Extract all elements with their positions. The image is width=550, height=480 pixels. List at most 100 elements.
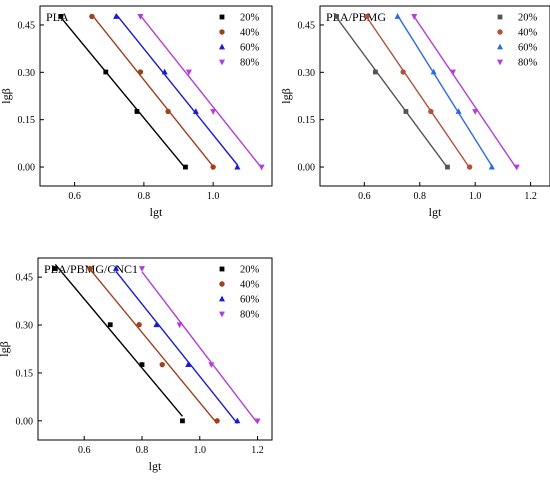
y-tick-label: 0.15 bbox=[298, 115, 316, 126]
data-point bbox=[137, 69, 144, 75]
data-point bbox=[430, 68, 437, 75]
legend-marker bbox=[219, 59, 225, 66]
y-axis-label: lgβ bbox=[0, 88, 13, 103]
legend-marker bbox=[497, 59, 503, 66]
data-point bbox=[513, 164, 520, 171]
data-point bbox=[153, 321, 160, 328]
data-point bbox=[208, 362, 215, 369]
data-point bbox=[176, 322, 183, 329]
y-tick-label: 0.15 bbox=[16, 368, 34, 379]
data-point bbox=[87, 265, 93, 272]
y-axis-label: lgβ bbox=[0, 341, 11, 356]
y-tick-label: 0.00 bbox=[16, 416, 34, 427]
legend-marker bbox=[219, 311, 225, 318]
fit-line-80% bbox=[413, 16, 518, 170]
data-point bbox=[139, 362, 145, 368]
data-point bbox=[185, 361, 192, 368]
data-point bbox=[183, 164, 188, 170]
legend-label: 40% bbox=[518, 28, 538, 39]
data-point bbox=[373, 69, 378, 75]
fit-line-20% bbox=[336, 17, 449, 169]
x-tick-label: 0.6 bbox=[358, 191, 371, 202]
x-tick-label: 1.2 bbox=[524, 191, 537, 202]
data-point bbox=[394, 13, 401, 19]
legend-label: 40% bbox=[240, 28, 260, 39]
data-point bbox=[192, 108, 199, 114]
data-point bbox=[113, 13, 120, 19]
data-point bbox=[113, 265, 119, 271]
fit-line-20% bbox=[60, 16, 186, 169]
data-point bbox=[472, 109, 479, 115]
x-axis-label: lgt bbox=[149, 459, 162, 473]
y-tick-label: 0.30 bbox=[18, 68, 36, 79]
x-tick-label: 1.0 bbox=[207, 191, 220, 202]
x-tick-label: 0.8 bbox=[414, 191, 427, 202]
fit-line-60% bbox=[396, 15, 493, 167]
y-tick-label: 0.15 bbox=[18, 115, 36, 126]
x-tick-label: 0.6 bbox=[78, 445, 91, 456]
data-point bbox=[466, 164, 473, 170]
legend-marker bbox=[219, 266, 225, 272]
fit-line-60% bbox=[115, 13, 238, 166]
data-point bbox=[137, 14, 144, 20]
data-point bbox=[258, 164, 265, 171]
fit-line-20% bbox=[54, 264, 183, 417]
legend-label: 20% bbox=[240, 265, 260, 276]
y-tick-label: 0.45 bbox=[16, 273, 34, 284]
x-tick-label: 1.2 bbox=[251, 445, 264, 456]
data-point bbox=[488, 163, 495, 170]
data-point bbox=[134, 109, 140, 114]
legend-label: 80% bbox=[240, 58, 260, 69]
fit-line-80% bbox=[139, 15, 263, 169]
data-point bbox=[334, 14, 340, 19]
plot-frame bbox=[319, 5, 550, 187]
legend-label: 60% bbox=[240, 43, 260, 54]
data-point bbox=[136, 322, 142, 328]
data-point bbox=[185, 69, 192, 76]
data-point bbox=[58, 14, 64, 19]
y-tick-label: 0.00 bbox=[18, 163, 36, 174]
legend-label: 80% bbox=[518, 58, 538, 69]
legend-label: 60% bbox=[240, 295, 260, 306]
legend-label: 60% bbox=[518, 43, 538, 54]
data-point bbox=[161, 68, 168, 75]
data-point bbox=[450, 69, 457, 76]
chart-title: PLA/PBMG bbox=[326, 10, 386, 24]
data-point bbox=[210, 109, 217, 115]
y-tick-label: 0.30 bbox=[16, 321, 34, 332]
x-tick-label: 1.0 bbox=[194, 445, 207, 456]
data-point bbox=[428, 108, 434, 115]
x-tick-label: 0.8 bbox=[138, 191, 151, 202]
chart-panel-1: 0.6 0.8 1.0 0.00 0.15 0.30 0.45 lgt lgβ PLA 20% 40%… bbox=[0, 5, 273, 219]
legend-marker bbox=[219, 43, 225, 50]
data-point bbox=[455, 108, 462, 114]
x-axis-label: lgt bbox=[429, 205, 442, 219]
data-point bbox=[411, 14, 418, 20]
legend-marker bbox=[497, 43, 503, 50]
data-point bbox=[89, 13, 95, 20]
fit-line-60% bbox=[115, 270, 238, 424]
data-point bbox=[107, 322, 113, 328]
data-point bbox=[234, 163, 241, 170]
x-tick-label: 0.8 bbox=[136, 445, 149, 456]
data-point bbox=[400, 69, 406, 75]
data-point bbox=[52, 266, 58, 271]
fit-line-40% bbox=[366, 17, 471, 169]
legend-marker bbox=[219, 281, 225, 287]
x-tick-label: 0.6 bbox=[68, 191, 81, 202]
data-point bbox=[103, 69, 109, 75]
y-tick-label: 0.45 bbox=[298, 20, 316, 31]
data-point bbox=[214, 418, 220, 424]
data-point bbox=[234, 417, 241, 424]
data-point bbox=[254, 418, 261, 425]
legend-marker bbox=[497, 14, 503, 20]
data-point bbox=[139, 266, 145, 272]
y-tick-label: 0.00 bbox=[298, 163, 316, 174]
y-tick-label: 0.30 bbox=[298, 68, 316, 79]
legend-label: 80% bbox=[240, 310, 260, 321]
data-point bbox=[165, 108, 171, 115]
data-point bbox=[403, 109, 409, 114]
chart-title: PLA bbox=[46, 10, 69, 24]
legend-label: 20% bbox=[518, 13, 538, 24]
fit-line-40% bbox=[91, 14, 214, 167]
